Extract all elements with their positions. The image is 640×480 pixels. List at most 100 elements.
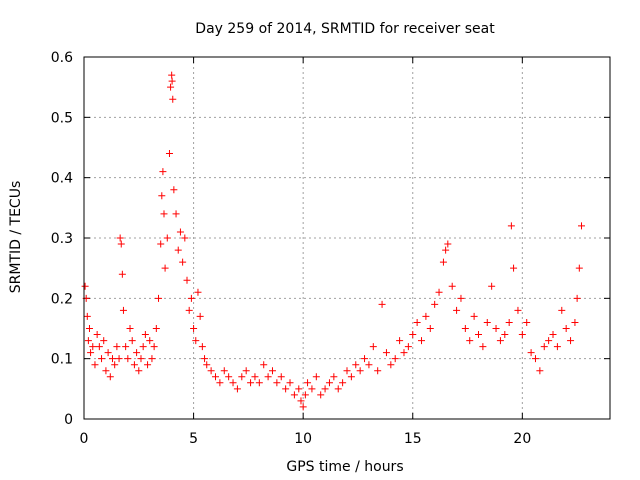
data-point <box>179 258 187 266</box>
data-point <box>161 264 169 272</box>
data-point <box>106 373 114 381</box>
data-point <box>536 367 544 375</box>
data-point <box>343 367 351 375</box>
data-point <box>229 379 237 387</box>
data-point <box>185 306 193 314</box>
x-tick-label: 10 <box>294 431 312 447</box>
data-point <box>418 337 426 345</box>
data-point <box>84 337 92 345</box>
data-point <box>312 373 320 381</box>
data-point <box>304 379 312 387</box>
data-point <box>523 318 531 326</box>
y-tick-label: 0.6 <box>51 50 73 66</box>
data-point <box>422 312 430 320</box>
data-point <box>365 361 373 369</box>
data-point <box>545 337 553 345</box>
data-point <box>137 355 145 363</box>
data-point <box>301 391 309 399</box>
data-point <box>549 331 557 339</box>
data-point <box>562 325 570 332</box>
data-point <box>144 361 152 369</box>
data-point <box>444 240 452 248</box>
x-axis-label: GPS time / hours <box>286 459 403 475</box>
data-point <box>378 300 386 308</box>
data-point <box>212 373 219 381</box>
data-point <box>321 385 329 393</box>
data-point <box>501 331 509 339</box>
data-point <box>290 391 298 399</box>
data-point <box>95 343 103 351</box>
data-point <box>347 373 355 381</box>
data-point <box>553 343 561 351</box>
data-point <box>483 318 491 326</box>
data-point <box>115 355 123 363</box>
data-point <box>168 77 176 85</box>
data-point <box>409 331 417 339</box>
data-point <box>108 355 116 363</box>
data-point <box>264 373 272 381</box>
data-point <box>400 349 408 357</box>
data-point <box>426 325 434 332</box>
data-point <box>190 325 198 332</box>
data-point <box>325 379 333 387</box>
grid-lines <box>84 57 610 419</box>
data-point <box>277 373 285 381</box>
data-point <box>466 337 474 345</box>
data-point <box>352 361 360 369</box>
data-point <box>488 282 496 290</box>
data-point <box>330 373 338 381</box>
y-tick-label: 0.5 <box>51 110 73 126</box>
data-point <box>133 349 141 357</box>
data-point <box>435 288 443 296</box>
data-point <box>295 385 303 393</box>
data-point <box>183 276 191 284</box>
data-point <box>475 331 482 339</box>
data-point <box>238 373 246 381</box>
data-point <box>308 385 316 393</box>
data-point <box>260 361 268 369</box>
data-point <box>150 343 158 351</box>
data-point <box>558 306 566 314</box>
y-tick-label: 0.2 <box>51 291 73 307</box>
data-point <box>273 379 281 387</box>
data-point <box>196 312 204 320</box>
data-point <box>187 294 195 302</box>
data-point <box>216 379 224 387</box>
data-point <box>91 361 99 369</box>
data-point <box>396 337 404 345</box>
data-point <box>220 367 228 375</box>
data-point <box>567 337 575 345</box>
data-point <box>391 355 399 363</box>
data-point <box>87 349 95 357</box>
x-tick-label: 5 <box>189 431 198 447</box>
data-point <box>251 373 259 381</box>
data-point <box>139 343 147 351</box>
data-point <box>207 367 215 375</box>
data-point <box>192 337 200 345</box>
data-point <box>176 228 184 236</box>
data-point <box>299 403 307 411</box>
data-point <box>81 282 89 290</box>
data-point <box>431 300 439 308</box>
data-point <box>194 288 202 296</box>
data-point <box>135 367 143 375</box>
data-point <box>116 234 124 242</box>
axis-ticks: 0 5 10 15 20 0 0.1 0.2 0.3 0.4 0.5 0.6 <box>51 50 610 447</box>
data-point <box>104 349 112 357</box>
data-point <box>531 355 539 363</box>
data-point <box>573 294 581 302</box>
data-point <box>102 367 110 375</box>
data-point <box>339 379 347 387</box>
data-point <box>169 95 177 103</box>
y-tick-label: 0 <box>64 412 73 428</box>
data-point <box>83 312 91 320</box>
data-point <box>98 355 106 363</box>
data-point <box>448 282 456 290</box>
data-point <box>242 367 250 375</box>
data-point <box>518 331 526 339</box>
data-points <box>81 71 586 411</box>
data-point <box>100 337 108 345</box>
data-point <box>233 385 241 393</box>
data-point <box>492 325 500 332</box>
data-point <box>198 343 206 351</box>
